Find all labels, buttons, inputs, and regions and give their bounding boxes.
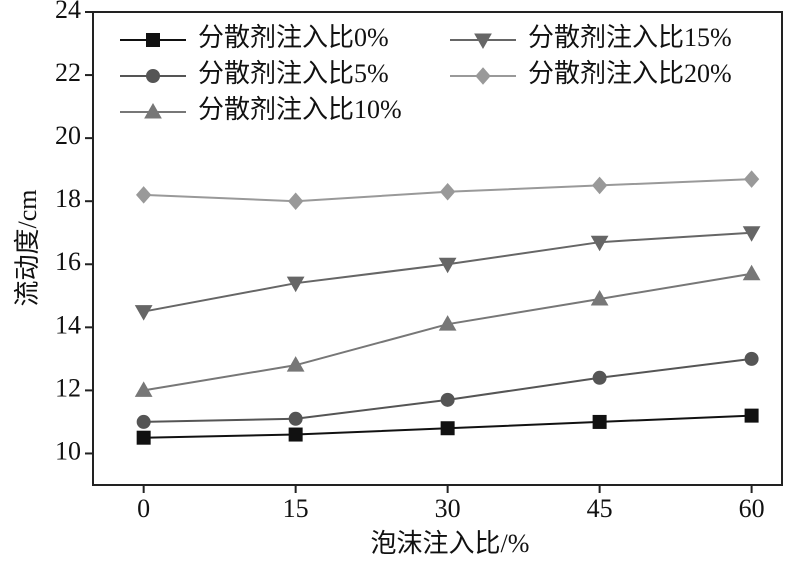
marker — [590, 235, 609, 252]
marker — [744, 351, 759, 366]
marker — [288, 411, 303, 426]
y-tick-label: 16 — [55, 247, 81, 276]
marker — [743, 170, 760, 188]
marker — [742, 264, 761, 281]
y-tick-label: 14 — [55, 310, 81, 339]
y-tick-label: 22 — [55, 58, 81, 87]
x-tick-label: 0 — [137, 494, 150, 523]
x-tick-label: 30 — [435, 494, 461, 523]
x-tick-label: 45 — [587, 494, 613, 523]
x-tick-label: 60 — [739, 494, 765, 523]
plot-frame — [92, 11, 783, 486]
marker — [286, 356, 305, 372]
marker — [440, 392, 455, 407]
marker — [136, 430, 151, 445]
marker — [438, 257, 457, 274]
line — [143, 272, 752, 392]
marker — [592, 370, 607, 385]
y-tick-label: 18 — [55, 184, 81, 213]
y-tick-label: 24 — [55, 0, 81, 24]
marker — [288, 427, 303, 442]
legend-marker — [146, 69, 160, 83]
marker — [439, 182, 456, 201]
marker — [134, 305, 153, 321]
marker — [135, 186, 152, 204]
y-tick-label: 12 — [55, 373, 81, 402]
y-tick-label: 10 — [55, 436, 81, 465]
marker — [136, 414, 151, 429]
x-axis-label: 泡沫注入比/% — [371, 529, 530, 558]
legend-label: 分散剂注入比10% — [198, 95, 402, 124]
legend-label: 分散剂注入比0% — [198, 23, 389, 52]
marker — [286, 276, 305, 293]
marker — [591, 176, 608, 195]
legend-marker — [146, 33, 160, 47]
marker — [440, 421, 455, 436]
legend-label: 分散剂注入比20% — [528, 59, 732, 88]
marker — [742, 226, 761, 242]
legend-label: 分散剂注入比5% — [198, 59, 389, 88]
marker — [744, 408, 759, 423]
marker — [592, 414, 607, 429]
x-tick-label: 15 — [283, 494, 309, 523]
marker — [590, 289, 609, 306]
y-tick-label: 20 — [55, 121, 81, 150]
legend-marker — [144, 102, 162, 119]
legend-marker — [475, 67, 491, 85]
marker — [134, 381, 153, 397]
legend-label: 分散剂注入比15% — [528, 23, 732, 52]
marker — [438, 315, 457, 331]
marker — [287, 192, 304, 210]
y-axis-label: 流动度/cm — [13, 190, 42, 307]
line — [143, 357, 752, 423]
legend-marker — [474, 33, 492, 50]
